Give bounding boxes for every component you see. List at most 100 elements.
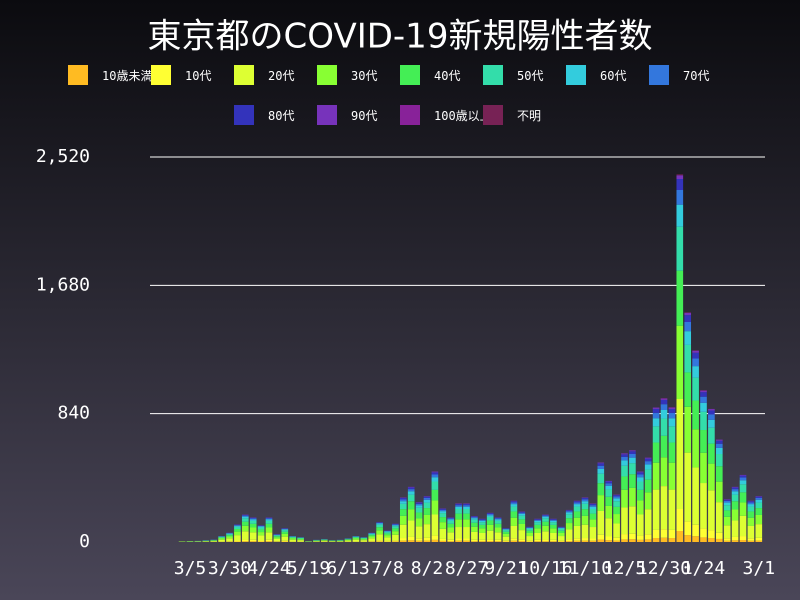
bar-segment [589,527,597,539]
bar-segment [534,520,541,523]
bar-segment [471,522,478,527]
bar-segment [218,537,225,539]
bar-segment [597,465,605,469]
bar-segment [423,540,431,542]
bar-segment [502,529,510,531]
bar-segment [684,322,692,332]
bar-segment [565,539,573,542]
bar-segment [502,540,510,542]
bar-segment [249,539,257,542]
bar-segment [265,518,273,520]
bar-segment [257,527,265,530]
bar-segment [241,521,249,526]
bar-segment [368,534,376,536]
bar-segment [565,511,573,513]
bar-segment [494,520,502,524]
bar-segment [573,502,581,505]
bar-segment [534,519,541,521]
bar-segment [289,536,297,538]
bar-segment [234,529,241,532]
bar-segment [755,508,763,515]
bar-segment [431,535,439,540]
bar-segment [644,461,652,465]
bar-segment [360,539,368,541]
bar-segment [708,427,715,444]
bar-segment [581,498,589,500]
bar-segment [234,531,241,536]
bar-segment [494,518,502,520]
bar-segment [431,472,439,475]
bar-segment [471,516,478,518]
bar-segment [423,508,431,515]
bar-segment [518,541,526,542]
bar-segment [447,517,455,519]
bar-segment [739,540,747,542]
bar-segment [692,377,699,401]
bar-segment [652,408,660,413]
bar-segment [415,507,423,513]
bar-segment [297,540,304,542]
bar-segment [708,538,715,542]
bar-segment [676,399,684,509]
legend-label: 30代 [351,68,378,83]
bar-segment [652,412,660,419]
bar-segment [644,458,652,462]
bar-segment [715,538,723,542]
bar-segment [542,525,549,532]
bar-segment [542,518,549,522]
bar-segment [431,481,439,490]
bar-segment [755,498,763,500]
bar-segment [455,538,462,541]
bar-segment [352,539,360,542]
bar-segment [376,527,383,531]
bar-segment [692,524,699,537]
bar-segment [257,535,265,541]
bar-segment [715,447,723,454]
bar-segment [463,540,470,542]
legend-swatch [566,65,586,85]
bar-segment [605,481,613,484]
bar-segment [257,525,265,527]
bar-segment [629,474,636,488]
bar-segment [747,511,755,518]
bar-segment [392,540,399,542]
bar-segment [265,532,273,540]
bar-segment [455,506,462,509]
bar-segment [392,524,399,526]
bar-segment [644,464,652,470]
bar-segment [407,491,415,495]
bar-segment [747,504,755,507]
bar-segment [557,527,565,528]
bar-segment [723,505,731,511]
bar-segment [573,525,581,539]
bar-segment [392,525,399,527]
bar-segment [755,502,763,509]
bar-segment [471,519,478,523]
bar-segment [384,532,391,534]
bar-segment [636,535,644,540]
bar-segment [676,270,684,326]
bar-segment [660,410,668,419]
bar-segment [629,533,636,540]
bar-segment [557,528,565,531]
bar-segment [297,537,304,539]
bar-segment [384,535,391,538]
bar-segment [644,492,652,510]
bar-segment [589,509,597,514]
bar-segment [526,532,534,537]
bar-segment [486,524,494,531]
bar-segment [407,486,415,488]
bar-segment [660,435,668,458]
bar-segment [723,540,731,542]
bar-segment [486,513,494,515]
bar-segment [534,522,541,525]
bar-segment [581,499,589,502]
bar-segment [692,366,699,378]
bar-segment [747,501,755,503]
bar-segment [447,518,455,520]
bar-segment [399,503,407,510]
bar-segment [407,520,415,537]
bar-segment [668,538,676,542]
bar-segment [747,517,755,526]
bar-segment [660,399,668,405]
